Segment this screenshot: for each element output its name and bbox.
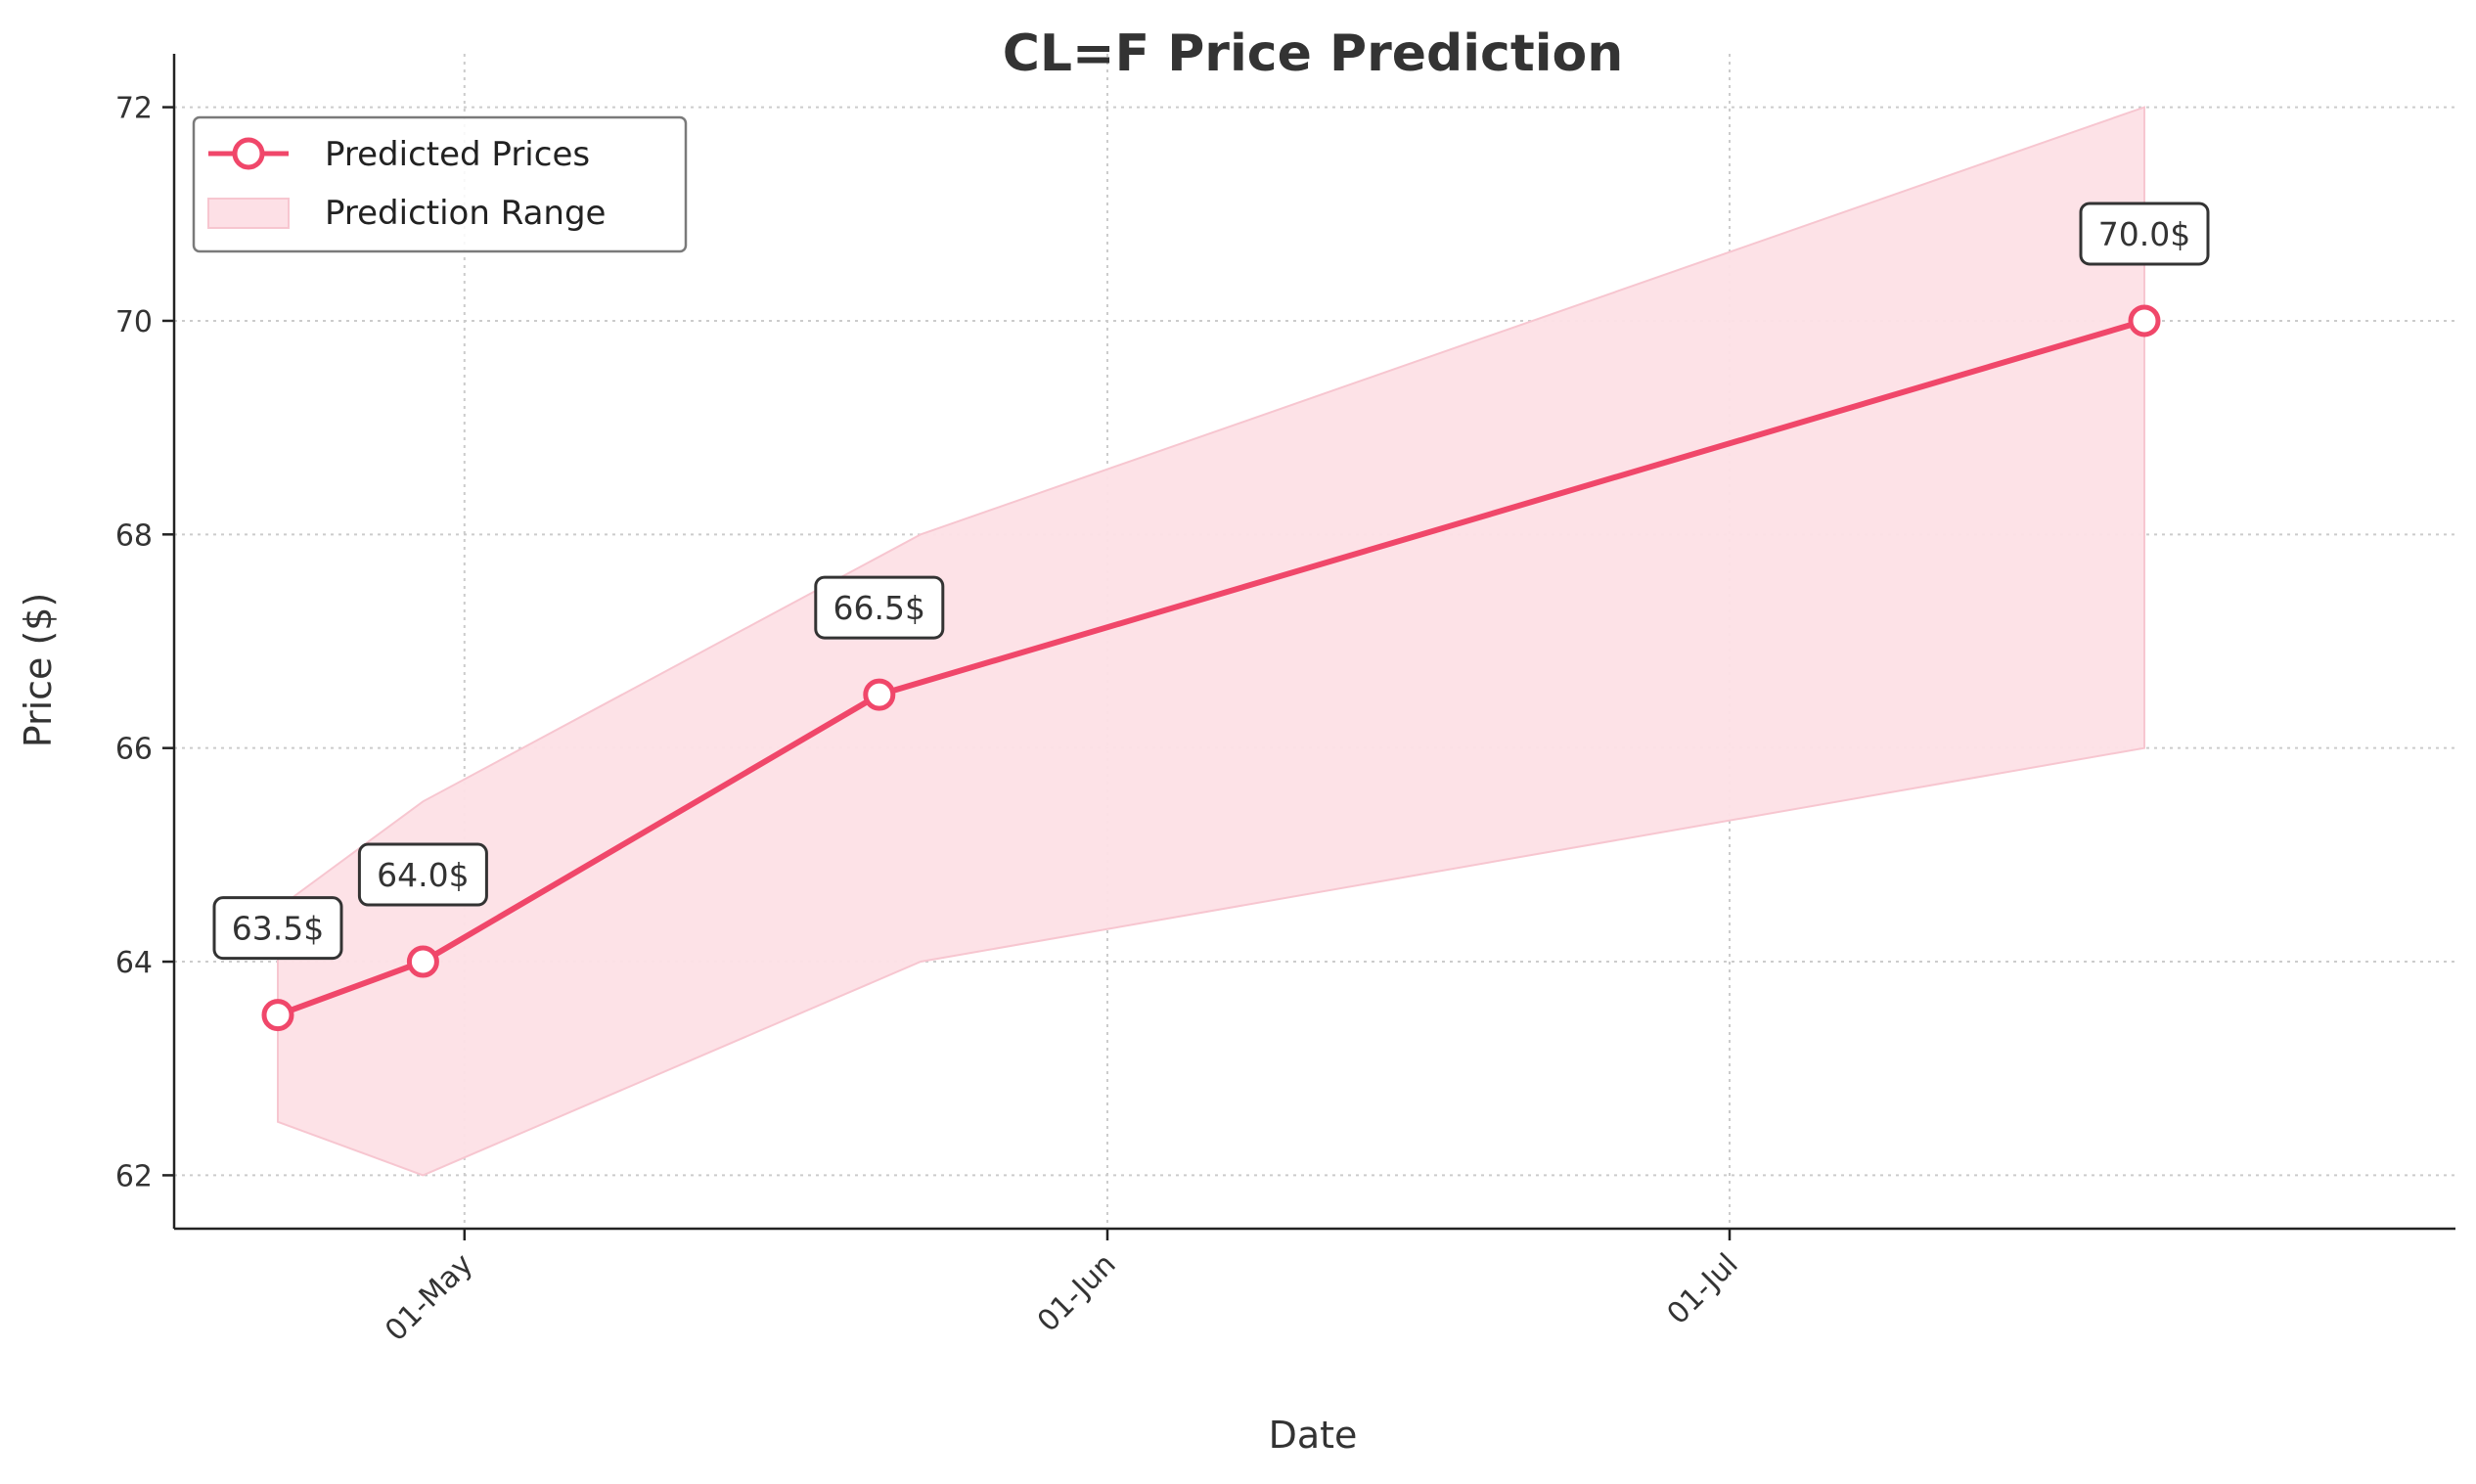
price-label-box [814,575,945,640]
legend: Predicted Prices Prediction Range [192,115,688,253]
series [261,304,2161,1032]
legend-band-swatch [207,198,290,229]
prediction-range-band [277,106,2145,1177]
legend-frame [192,115,688,253]
price-label: 63.5$ [232,910,324,948]
predicted-price-point [2128,304,2161,337]
predicted-price-point [261,999,294,1032]
price-label-box [357,842,488,907]
y-tick-label: 70 [115,305,153,339]
legend-label-prediction-range: Prediction Range [325,194,606,233]
price-label: 64.0$ [377,856,469,894]
y-tick-label: 66 [115,733,153,767]
y-tick-label: 64 [115,946,153,980]
predicted-prices-line [275,318,2147,1018]
predicted-price-point [406,945,439,978]
y-tick-label: 62 [115,1159,153,1193]
legend-point-marker [232,137,265,170]
price-label-box [212,896,343,961]
legend-label-predicted-prices: Predicted Prices [325,135,590,174]
price-label: 66.5$ [833,589,925,627]
prediction-range-area [277,106,2145,1177]
predicted-price-point [863,678,896,711]
y-axis-title: Price ($) [17,593,60,748]
price-label: 70.0$ [2098,215,2190,253]
x-axis-title: Date [1269,1414,1358,1457]
y-tick-label: 72 [115,92,153,126]
annotations: 63.5$ 64.0$ 66.5$ 70.0$ [212,202,2210,961]
y-tick-label: 68 [115,518,153,553]
chart-title: CL=F Price Prediction [1003,24,1624,83]
price-label-box [2079,202,2210,266]
